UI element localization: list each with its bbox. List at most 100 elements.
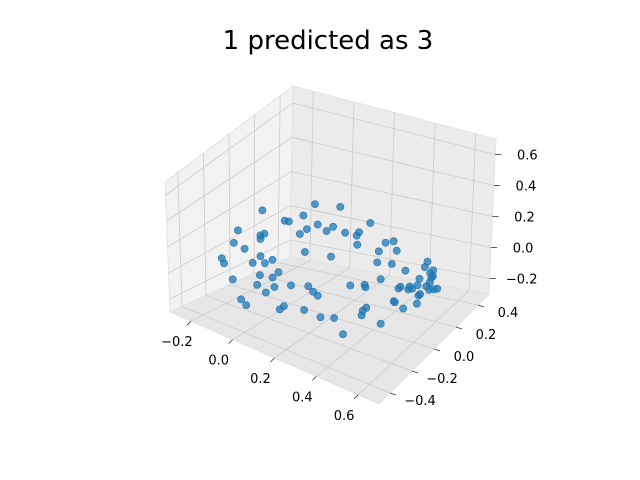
- data-point: [390, 298, 399, 307]
- x-tick: [312, 376, 317, 381]
- x-tick: [186, 320, 192, 326]
- z-tick-label: 0.2: [514, 211, 535, 226]
- y-gridline: [253, 114, 457, 328]
- data-point: [394, 284, 403, 293]
- data-point: [339, 330, 347, 339]
- data-point: [313, 220, 322, 229]
- data-point: [256, 235, 265, 243]
- floor-pane: [169, 256, 490, 405]
- x-tick-label: −0.2: [161, 335, 193, 350]
- x-tick-label: 0.2: [250, 372, 271, 387]
- data-point: [240, 244, 249, 253]
- data-point: [327, 252, 335, 261]
- z-gridline: [166, 136, 494, 222]
- data-point: [401, 266, 410, 275]
- data-point: [374, 247, 383, 256]
- y-gridline: [177, 172, 391, 394]
- x-tick-label: 0.4: [292, 390, 313, 405]
- y-tick: [433, 348, 441, 352]
- data-point: [313, 291, 322, 300]
- data-point: [420, 263, 429, 271]
- data-point: [237, 295, 245, 304]
- data-point: [412, 299, 421, 308]
- chart-title: 1 predicted as 3: [223, 26, 434, 56]
- data-point: [329, 222, 337, 231]
- data-point: [425, 285, 433, 294]
- data-point: [341, 228, 349, 237]
- data-point: [311, 200, 319, 208]
- x-gridline: [190, 91, 314, 322]
- y-tick: [455, 326, 463, 330]
- data-point: [352, 231, 361, 240]
- axes-ticks: −0.20.00.20.40.6−0.4−0.20.00.20.4−0.20.0…: [161, 149, 538, 424]
- y-gridline: [228, 133, 435, 350]
- data-point: [336, 202, 345, 211]
- z-tick-label: 0.4: [516, 180, 537, 195]
- z-gridline: [168, 205, 492, 274]
- z-tick-label: 0.6: [517, 149, 538, 164]
- data-point: [404, 285, 413, 294]
- y-tick-label: −0.2: [426, 372, 458, 387]
- data-point: [361, 283, 370, 291]
- x-tick: [228, 339, 233, 344]
- data-point: [229, 238, 238, 247]
- x-tick-label: 0.6: [334, 409, 355, 424]
- data-point: [302, 225, 311, 233]
- data-point: [258, 206, 267, 215]
- data-point: [353, 240, 362, 249]
- data-point: [376, 319, 385, 328]
- data-point: [316, 313, 325, 322]
- data-point: [228, 275, 237, 284]
- data-point: [233, 226, 242, 235]
- data-point: [366, 219, 375, 227]
- z-gridline: [165, 102, 496, 196]
- data-point: [253, 280, 262, 289]
- data-point: [346, 281, 355, 290]
- data-point: [389, 237, 398, 246]
- data-point: [373, 258, 382, 267]
- scatter-points: [217, 200, 442, 339]
- data-point: [304, 282, 313, 290]
- data-point: [322, 227, 331, 235]
- data-point: [414, 291, 423, 300]
- data-point: [274, 268, 283, 277]
- x-tick: [270, 357, 275, 363]
- x-tick-label: 0.0: [208, 354, 229, 369]
- data-point: [270, 283, 279, 291]
- data-point: [284, 217, 293, 226]
- x-gridline: [232, 101, 355, 340]
- data-point: [299, 211, 308, 220]
- data-point: [242, 301, 251, 309]
- data-point: [255, 271, 264, 279]
- data-point: [268, 273, 277, 282]
- y-tick-label: 0.0: [454, 350, 475, 365]
- data-point: [256, 252, 265, 261]
- data-point: [399, 304, 408, 313]
- data-point: [275, 305, 284, 314]
- data-point: [261, 288, 270, 297]
- z-gridline: [167, 171, 493, 248]
- data-point: [268, 255, 277, 264]
- x-gridline: [274, 112, 395, 359]
- z-tick-label: 0.0: [513, 242, 534, 257]
- data-point: [287, 281, 295, 290]
- x-tick: [353, 394, 359, 400]
- data-point: [387, 260, 396, 268]
- data-point: [415, 274, 424, 283]
- y-tick: [411, 370, 419, 374]
- data-point: [260, 259, 269, 268]
- y-tick: [389, 392, 397, 396]
- y-tick-label: 0.4: [498, 306, 519, 321]
- data-point: [248, 258, 257, 267]
- data-point: [381, 238, 390, 247]
- y-tick-label: 0.2: [476, 328, 497, 343]
- data-point: [357, 311, 366, 320]
- data-point: [300, 306, 308, 314]
- z-tick-label: −0.2: [506, 273, 538, 288]
- y-tick-label: −0.4: [404, 394, 436, 409]
- data-point: [300, 248, 309, 256]
- data-point: [376, 275, 385, 284]
- data-point: [330, 314, 338, 322]
